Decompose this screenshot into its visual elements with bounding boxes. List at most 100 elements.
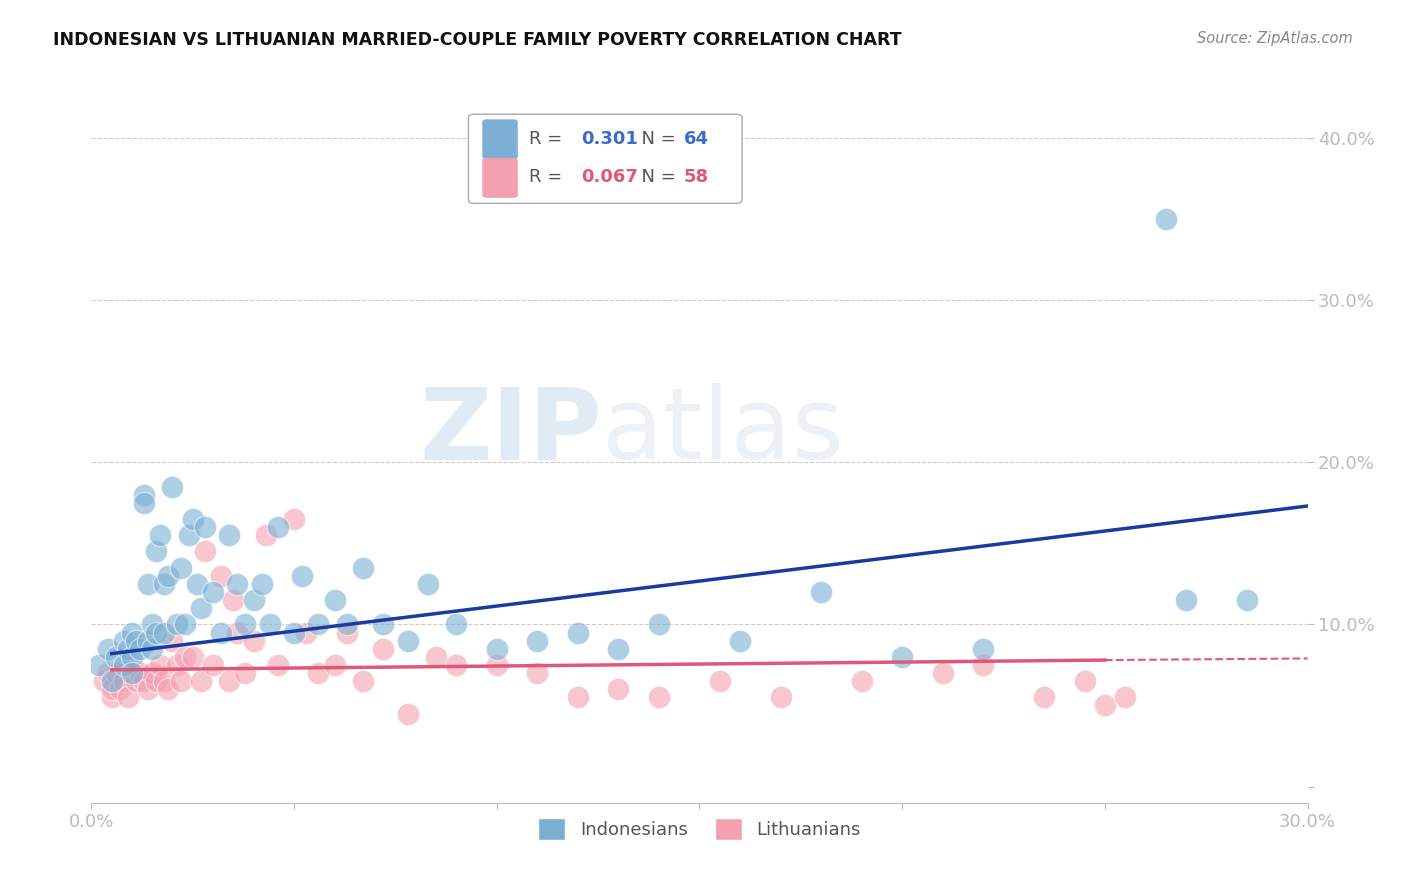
Point: [136, 577, 159, 591]
Point: [291, 568, 314, 582]
Point: [169, 560, 191, 574]
Point: [108, 682, 131, 697]
Text: 0.301: 0.301: [582, 129, 638, 147]
Point: [323, 657, 346, 672]
Point: [125, 633, 148, 648]
Point: [145, 544, 167, 558]
Point: [307, 617, 329, 632]
Text: R =: R =: [529, 169, 568, 186]
Point: [648, 690, 671, 705]
Point: [485, 657, 508, 672]
Point: [226, 577, 249, 591]
Point: [607, 682, 630, 697]
Point: [972, 641, 994, 656]
Point: [202, 657, 225, 672]
Point: [121, 649, 143, 664]
Point: [162, 633, 184, 648]
Point: [141, 666, 163, 681]
Point: [242, 593, 264, 607]
Point: [202, 585, 225, 599]
Point: [810, 585, 832, 599]
Point: [222, 593, 245, 607]
Text: 0.067: 0.067: [582, 169, 638, 186]
Point: [190, 601, 212, 615]
Point: [121, 625, 143, 640]
Point: [250, 577, 273, 591]
Point: [283, 625, 305, 640]
Point: [209, 568, 232, 582]
Point: [121, 657, 143, 672]
Text: atlas: atlas: [602, 384, 844, 480]
Point: [169, 674, 191, 689]
Point: [112, 657, 135, 672]
Point: [173, 617, 195, 632]
Point: [267, 657, 290, 672]
Text: ZIP: ZIP: [419, 384, 602, 480]
Point: [283, 512, 305, 526]
Point: [117, 641, 139, 656]
Point: [153, 674, 176, 689]
Point: [769, 690, 792, 705]
Point: [97, 641, 120, 656]
Point: [526, 633, 548, 648]
Legend: Indonesians, Lithuanians: Indonesians, Lithuanians: [531, 811, 868, 847]
Point: [728, 633, 751, 648]
Point: [1073, 674, 1095, 689]
Point: [153, 577, 176, 591]
Point: [125, 674, 148, 689]
Text: 64: 64: [683, 129, 709, 147]
Point: [132, 496, 155, 510]
Point: [485, 641, 508, 656]
Point: [1154, 211, 1177, 226]
Point: [186, 577, 208, 591]
Point: [209, 625, 232, 640]
Point: [567, 690, 589, 705]
Point: [104, 666, 127, 681]
Point: [121, 666, 143, 681]
Point: [149, 657, 172, 672]
Text: N =: N =: [630, 129, 682, 147]
Point: [891, 649, 914, 664]
Point: [136, 633, 159, 648]
Point: [173, 649, 195, 664]
Point: [1175, 593, 1198, 607]
Point: [181, 649, 204, 664]
Point: [129, 666, 152, 681]
Point: [607, 641, 630, 656]
Point: [157, 682, 180, 697]
Point: [129, 641, 152, 656]
Point: [218, 674, 240, 689]
Point: [323, 593, 346, 607]
Point: [295, 625, 318, 640]
Point: [117, 690, 139, 705]
Point: [100, 674, 122, 689]
Point: [112, 674, 135, 689]
Point: [336, 625, 359, 640]
Point: [112, 633, 135, 648]
FancyBboxPatch shape: [484, 120, 517, 159]
Point: [194, 520, 217, 534]
Point: [931, 666, 953, 681]
Point: [851, 674, 873, 689]
Point: [709, 674, 731, 689]
Point: [972, 657, 994, 672]
Point: [444, 617, 467, 632]
Point: [194, 544, 217, 558]
Point: [226, 625, 249, 640]
Point: [444, 657, 467, 672]
Point: [396, 706, 419, 721]
Point: [181, 512, 204, 526]
Point: [567, 625, 589, 640]
Point: [526, 666, 548, 681]
Point: [373, 617, 395, 632]
Point: [235, 666, 257, 681]
Point: [166, 617, 188, 632]
Point: [104, 649, 127, 664]
Point: [136, 682, 159, 697]
Text: Source: ZipAtlas.com: Source: ZipAtlas.com: [1197, 31, 1353, 46]
Point: [145, 625, 167, 640]
Point: [162, 479, 184, 493]
Point: [132, 674, 155, 689]
FancyBboxPatch shape: [468, 114, 742, 203]
Point: [89, 657, 111, 672]
